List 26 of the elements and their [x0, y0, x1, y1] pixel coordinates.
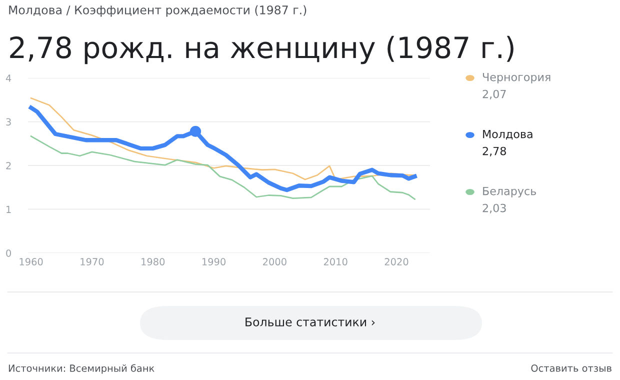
x-tick-label: 1970 — [80, 258, 104, 266]
y-tick-label: 2 — [6, 162, 11, 170]
line-series — [30, 135, 416, 200]
text: Источники: Всемирный банк — [8, 364, 154, 374]
x-tick-label: 2020 — [384, 258, 408, 266]
chart-subtitle: Молдова / Коэффициент рождаемости (1987 г.) — [9, 5, 306, 17]
chart-title: 2,78 рожд. на женщину (1987 г.) — [10, 36, 514, 64]
x-tick-label: 2000 — [263, 258, 286, 266]
legend-label: Молдова — [483, 130, 532, 140]
line-series — [30, 97, 416, 180]
x-tick-label: 1980 — [142, 258, 165, 266]
line-series — [28, 106, 417, 192]
x-tick-label: 1990 — [202, 258, 226, 266]
y-tick-label: 1 — [6, 206, 11, 213]
text: Оставить отзыв — [531, 364, 612, 372]
x-tick-label: 2010 — [324, 258, 348, 266]
y-tick-label: 4 — [6, 74, 12, 82]
text: 2,78 — [482, 146, 506, 156]
text: Больше статистики › — [246, 318, 375, 326]
text: 2,07 — [482, 90, 506, 100]
y-tick-label: 0 — [6, 249, 12, 257]
legend-label: Беларусь — [483, 186, 536, 198]
y-tick-label: 3 — [6, 118, 11, 126]
x-tick-label: 1960 — [20, 258, 43, 266]
text: 2,03 — [482, 204, 506, 214]
legend-label: Черногория — [482, 72, 550, 84]
